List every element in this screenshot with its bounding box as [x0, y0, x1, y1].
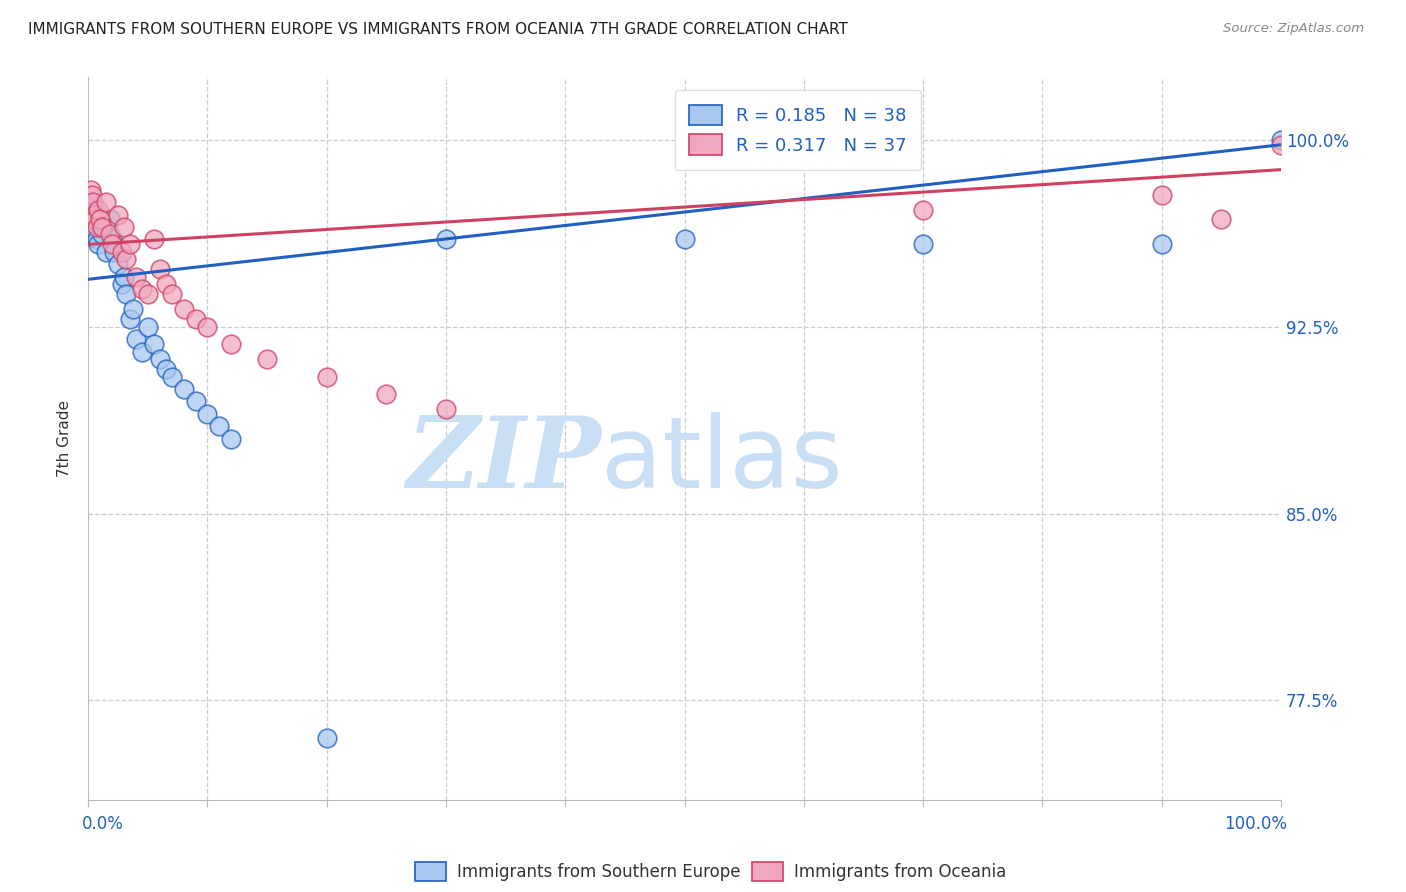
Point	[86, 219, 108, 234]
Text: Source: ZipAtlas.com: Source: ZipAtlas.com	[1223, 22, 1364, 36]
Point	[1270, 133, 1292, 147]
Point	[912, 202, 935, 217]
Point	[107, 257, 129, 271]
Point	[173, 302, 195, 317]
Point	[94, 244, 117, 259]
Point	[89, 219, 111, 234]
Point	[136, 319, 159, 334]
Point	[160, 369, 183, 384]
Point	[1211, 212, 1233, 227]
Point	[131, 282, 153, 296]
Text: atlas: atlas	[600, 412, 842, 509]
Text: Immigrants from Oceania: Immigrants from Oceania	[794, 863, 1007, 881]
Text: 100.0%: 100.0%	[1223, 815, 1286, 833]
Point	[315, 369, 337, 384]
Point	[136, 287, 159, 301]
Point	[83, 207, 105, 221]
Point	[110, 277, 132, 292]
Point	[673, 232, 696, 246]
Point	[84, 212, 107, 227]
Point	[122, 302, 145, 317]
Point	[149, 262, 172, 277]
Point	[107, 207, 129, 221]
Point	[82, 218, 104, 232]
Point	[221, 432, 243, 446]
Point	[118, 312, 141, 326]
Point	[912, 237, 935, 252]
Point	[155, 362, 177, 376]
Point	[375, 387, 398, 401]
Point	[184, 312, 207, 326]
Point	[197, 407, 219, 421]
Point	[173, 382, 195, 396]
Point	[434, 232, 457, 246]
Point	[94, 195, 117, 210]
Point	[103, 244, 125, 259]
Point	[184, 394, 207, 409]
Point	[79, 195, 101, 210]
Point	[208, 419, 231, 434]
Point	[197, 319, 219, 334]
Point	[1150, 237, 1173, 252]
Point	[434, 401, 457, 416]
Point	[160, 287, 183, 301]
Point	[86, 232, 108, 246]
Point	[84, 222, 107, 236]
Point	[112, 219, 135, 234]
Point	[91, 227, 114, 242]
Point	[155, 277, 177, 292]
Point	[79, 195, 101, 210]
Point	[101, 232, 124, 246]
Point	[112, 269, 135, 284]
Point	[125, 269, 148, 284]
Point	[142, 232, 165, 246]
Point	[101, 237, 124, 252]
Point	[86, 237, 108, 252]
Point	[115, 252, 138, 267]
Point	[80, 212, 103, 227]
Point	[110, 244, 132, 259]
Text: IMMIGRANTS FROM SOUTHERN EUROPE VS IMMIGRANTS FROM OCEANIA 7TH GRADE CORRELATION: IMMIGRANTS FROM SOUTHERN EUROPE VS IMMIG…	[28, 22, 848, 37]
Point	[149, 352, 172, 367]
Point	[315, 731, 337, 745]
Point	[131, 344, 153, 359]
Point	[83, 202, 105, 217]
Point	[98, 212, 121, 227]
Text: ZIP: ZIP	[406, 412, 600, 508]
Text: 0.0%: 0.0%	[82, 815, 124, 833]
Text: Immigrants from Southern Europe: Immigrants from Southern Europe	[457, 863, 741, 881]
Point	[1270, 137, 1292, 152]
Point	[82, 195, 104, 210]
Point	[89, 212, 111, 227]
Point	[98, 227, 121, 242]
Point	[125, 332, 148, 346]
Point	[1150, 187, 1173, 202]
Y-axis label: 7th Grade: 7th Grade	[58, 401, 72, 477]
Point	[256, 352, 278, 367]
Point	[142, 337, 165, 351]
Legend: R = 0.185   N = 38, R = 0.317   N = 37: R = 0.185 N = 38, R = 0.317 N = 37	[675, 90, 921, 169]
Point	[79, 183, 101, 197]
Point	[86, 202, 108, 217]
Point	[91, 219, 114, 234]
Point	[115, 287, 138, 301]
Point	[118, 237, 141, 252]
Point	[80, 187, 103, 202]
Point	[79, 207, 101, 221]
Point	[221, 337, 243, 351]
